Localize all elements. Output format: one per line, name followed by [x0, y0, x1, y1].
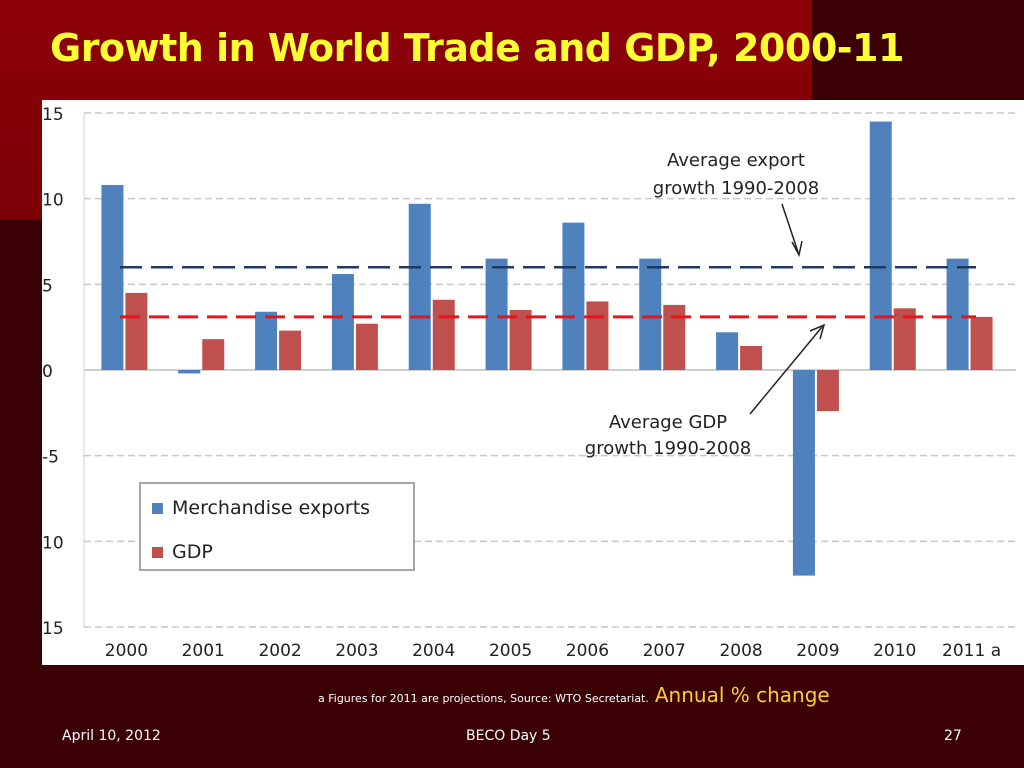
x-tick-label: 2008: [719, 641, 762, 661]
export-bar-2010: [869, 121, 892, 370]
gdp-bar-2006: [586, 301, 609, 370]
export-bar-2006: [562, 222, 585, 370]
y-tick-label: -5: [42, 448, 59, 468]
legend: Merchandise exports GDP: [139, 482, 415, 571]
gdp-annotation-line2: growth 1990-2008: [585, 438, 751, 459]
x-tick-label: 2009: [796, 641, 839, 661]
gdp-bar-2008: [740, 346, 763, 370]
gdp-bar-2004: [432, 299, 455, 370]
gdp-annotation-line1: Average GDP: [609, 412, 727, 433]
x-tick-label: 2000: [105, 641, 148, 661]
slide-title: Growth in World Trade and GDP, 2000-11: [50, 26, 904, 70]
gdp-bar-2001: [202, 339, 225, 370]
export-bar-2003: [331, 274, 354, 370]
x-tick-label: 2006: [566, 641, 609, 661]
footnote: a Figures for 2011 are projections, Sour…: [318, 683, 830, 707]
x-tick-label: 2005: [489, 641, 532, 661]
gdp-bar-2007: [663, 304, 686, 370]
export-bar-2005: [485, 258, 508, 370]
export-bar-2009: [792, 370, 815, 576]
x-tick-label: 2001: [182, 641, 225, 661]
x-tick-label: 2010: [873, 641, 916, 661]
export-bar-2000: [101, 184, 124, 370]
y-tick-label: 10: [42, 191, 64, 211]
export-bar-2002: [255, 311, 278, 370]
export-bar-2011-a: [946, 258, 969, 370]
gdp-bar-2009: [816, 370, 839, 412]
gdp-bar-2002: [279, 330, 302, 370]
export-arrowhead: [791, 240, 803, 258]
gdp-arrowhead: [809, 323, 826, 340]
y-tick-label: 15: [42, 619, 64, 639]
page-number: 27: [944, 728, 962, 744]
y-tick-label: 10: [42, 533, 64, 553]
footnote-source: a Figures for 2011 are projections, Sour…: [318, 692, 649, 705]
gdp-arrow: [749, 326, 823, 415]
export-bar-2008: [716, 332, 739, 370]
x-tick-label: 2003: [335, 641, 378, 661]
y-tick-label: 15: [42, 105, 64, 125]
gdp-bar-2005: [509, 310, 532, 370]
export-arrow: [781, 203, 799, 253]
x-tick-label: 2002: [258, 641, 301, 661]
export-bar-2004: [408, 203, 431, 370]
export-bar-2007: [639, 258, 662, 370]
header-right-background: [812, 0, 1024, 100]
x-tick-label: 2011 a: [942, 641, 1001, 661]
bars: [101, 121, 993, 576]
gdp-bar-2003: [355, 323, 378, 370]
footer-center: BECO Day 5: [466, 728, 551, 744]
footnote-unit: Annual % change: [654, 683, 830, 707]
gdp-bar-2010: [893, 308, 916, 370]
y-tick-label: 5: [42, 276, 53, 296]
y-axis-ticks: 15 10 5 0 -5 10 15: [42, 105, 64, 639]
legend-label-exports: Merchandise exports: [172, 497, 370, 519]
reference-lines: [120, 265, 976, 319]
legend-label-gdp: GDP: [172, 541, 213, 563]
x-tick-label: 2004: [412, 641, 455, 661]
y-tick-label: 0: [42, 362, 53, 382]
legend-box: [139, 482, 415, 571]
x-tick-label: 2007: [643, 641, 686, 661]
export-annotation-line1: Average export: [667, 150, 805, 171]
gdp-bar-2000: [125, 292, 148, 370]
footer-date: April 10, 2012: [62, 728, 161, 744]
gdp-bar-2011-a: [970, 316, 993, 370]
annotations: Average export growth 1990-2008 Average GD…: [585, 150, 826, 459]
export-annotation-line2: growth 1990-2008: [653, 178, 819, 199]
x-axis-labels: 2000 2001 2002 2003 2004 2005 2006 2007 2008 2009…: [105, 641, 1001, 661]
legend-swatch-exports: [152, 503, 163, 514]
legend-swatch-gdp: [152, 547, 163, 558]
chart-panel: 15 10 5 0 -5 10 15 2000 2001 2002 2003 2004 2005 200…: [42, 100, 1024, 665]
export-bar-2001: [178, 370, 201, 374]
